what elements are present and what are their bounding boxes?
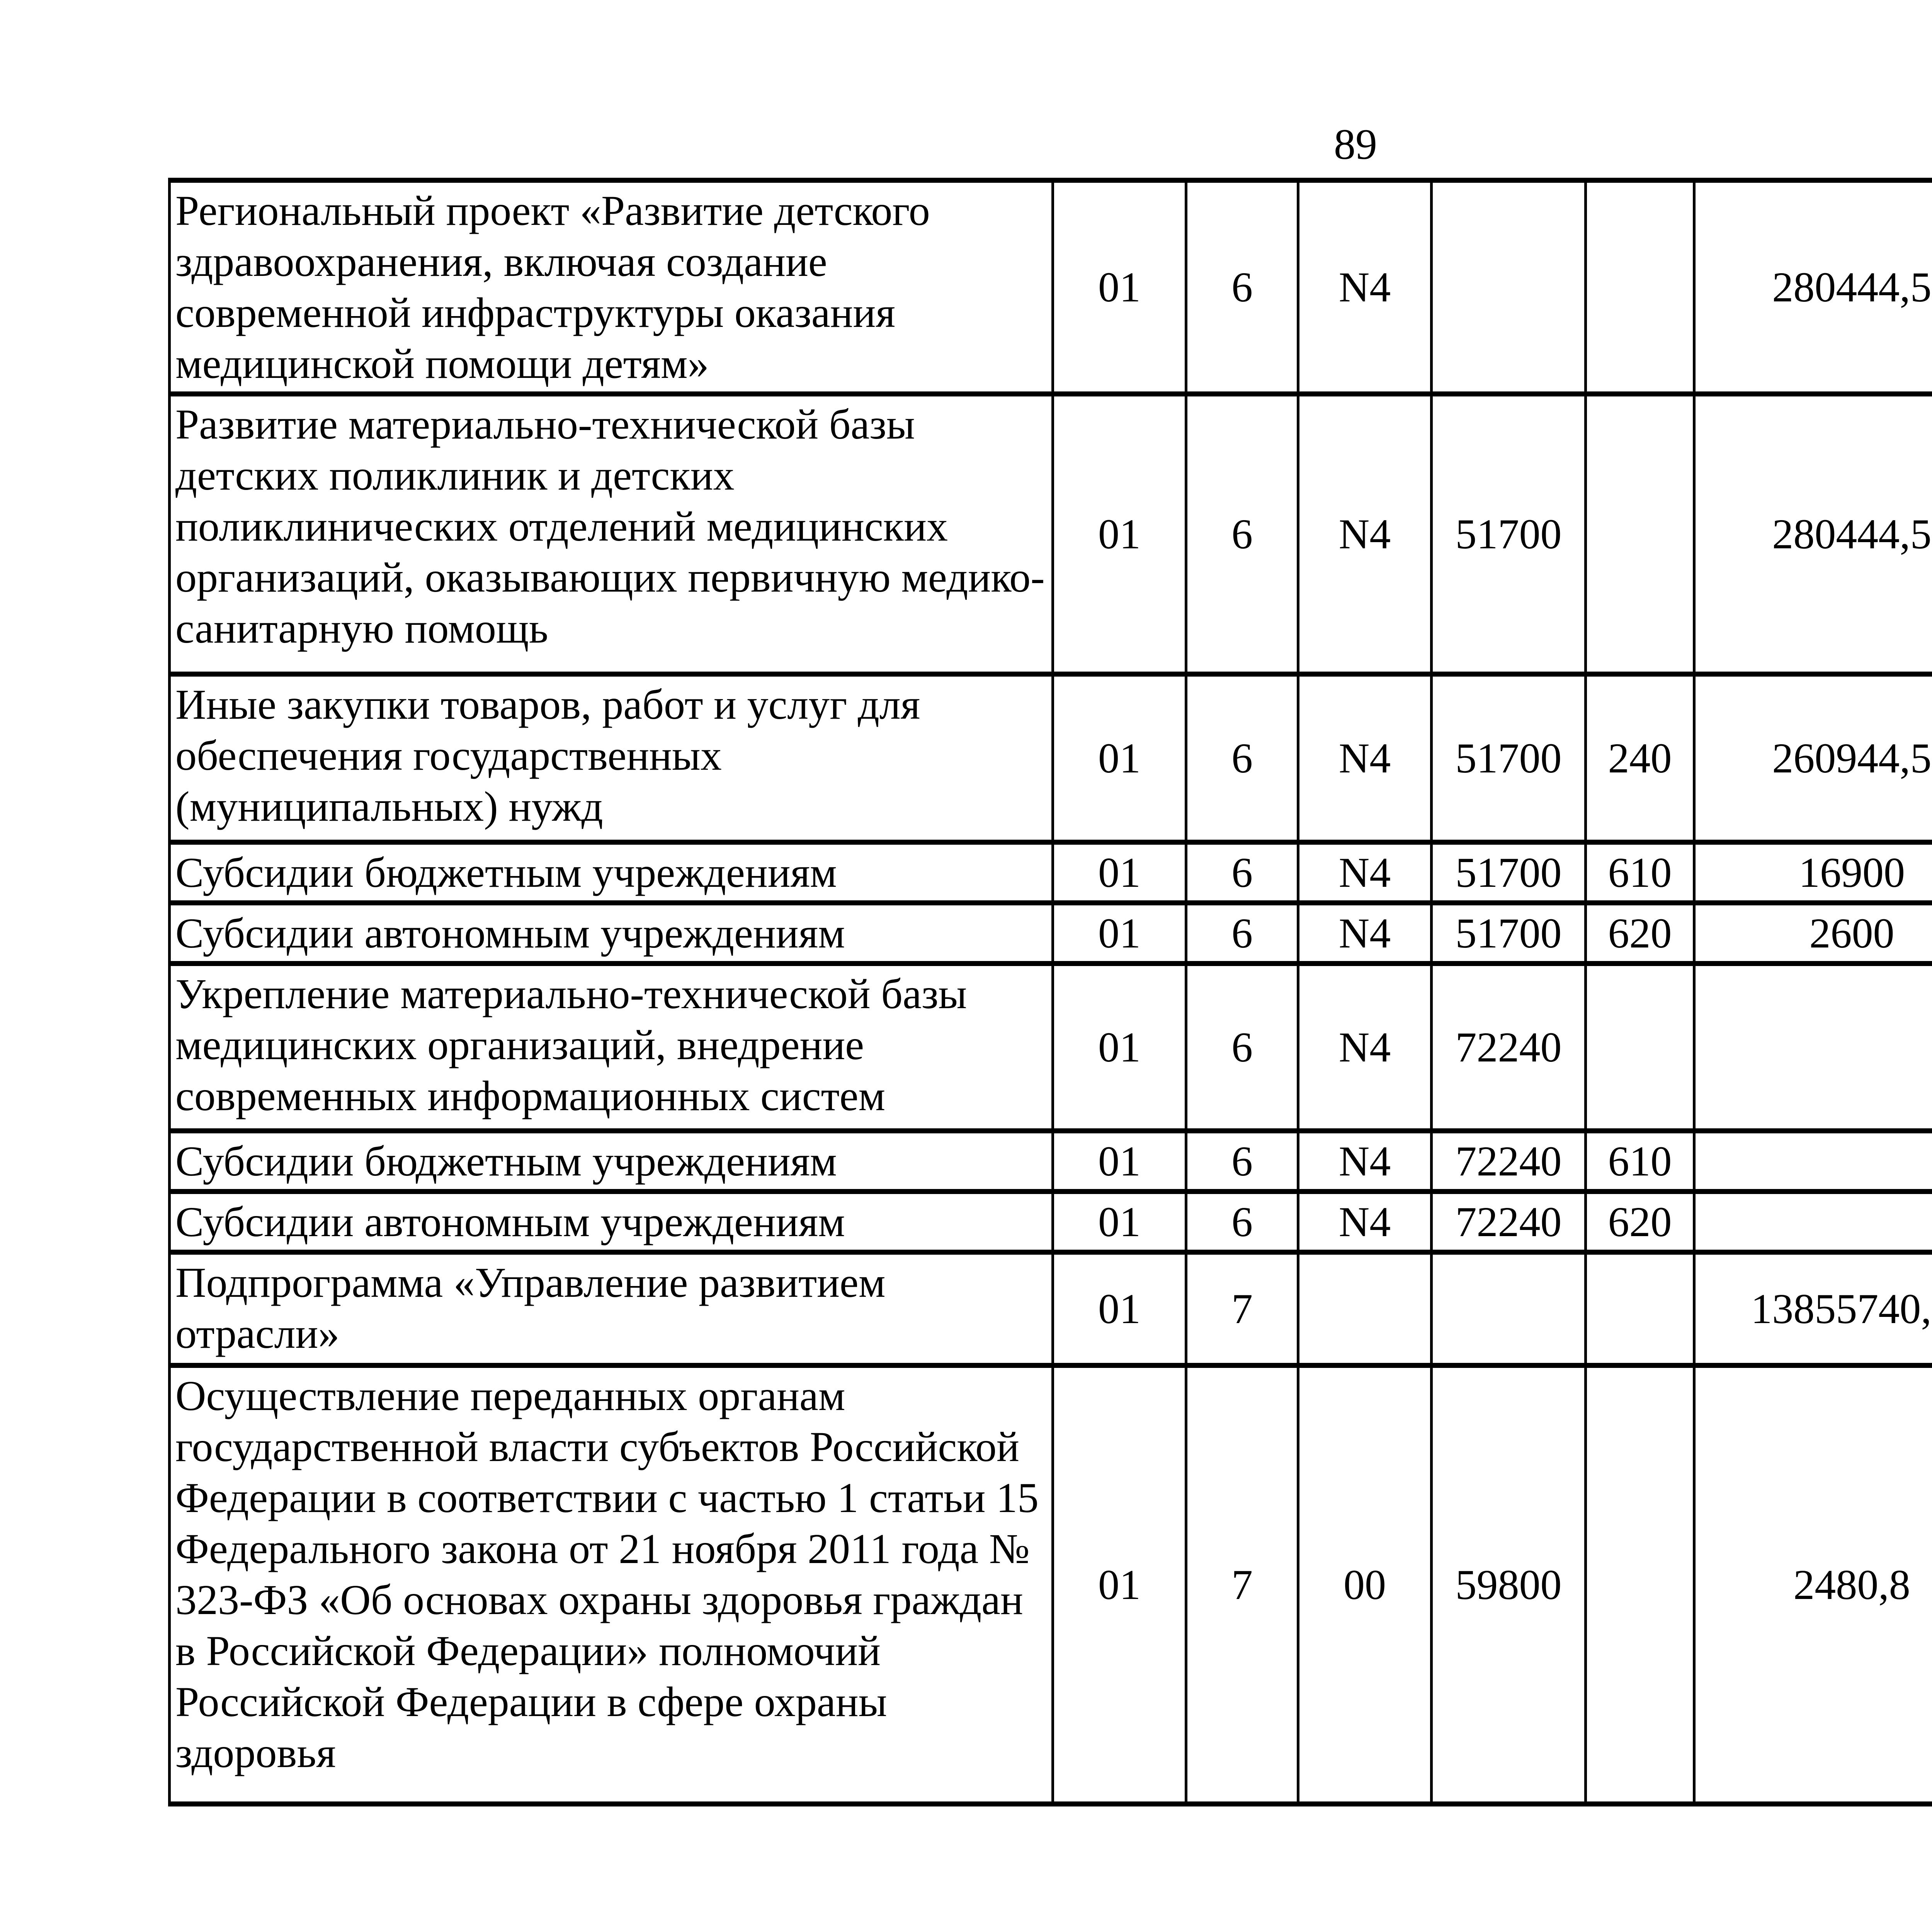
table-row: Осуществление переданных органам государ… — [168, 1363, 1932, 1806]
value-cell — [1584, 961, 1696, 1133]
value-cell: 72240 — [1430, 1189, 1587, 1255]
value-cell: 01 — [1051, 1189, 1187, 1255]
value-cell: N4 — [1297, 840, 1433, 905]
value-cell: 01 — [1051, 1250, 1187, 1368]
activity-name-cell: Развитие материально-технической базы де… — [168, 391, 1054, 677]
value-cell: N4 — [1297, 961, 1433, 1133]
value-cell — [1430, 1250, 1587, 1368]
value-cell — [1693, 961, 1932, 1133]
value-cell: 6 — [1185, 391, 1299, 677]
value-cell: 2480,8 — [1693, 1363, 1932, 1806]
value-cell: 72240 — [1430, 961, 1587, 1133]
value-cell: N4 — [1297, 1128, 1433, 1194]
value-cell: 7 — [1185, 1250, 1299, 1368]
activity-name-cell: Субсидии автономным учреждениям — [168, 900, 1054, 966]
value-cell: 280444,5 — [1693, 391, 1932, 677]
value-cell: N4 — [1297, 178, 1433, 396]
table-row: Субсидии бюджетным учреждениям 01 6 N4 51700… — [168, 840, 1932, 905]
activity-name-cell: Субсидии бюджетным учреждениям — [168, 840, 1054, 905]
value-cell: 6 — [1185, 900, 1299, 966]
value-cell: 59800 — [1430, 1363, 1587, 1806]
value-cell: N4 — [1297, 672, 1433, 845]
value-cell: 260944,5 — [1693, 672, 1932, 845]
table-row: Субсидии автономным учреждениям 01 6 N4 7224… — [168, 1189, 1932, 1255]
value-cell: 51700 — [1430, 840, 1587, 905]
value-cell: 16900 — [1693, 840, 1932, 905]
table-row: Развитие материально-технической базы де… — [168, 391, 1932, 677]
value-cell: 01 — [1051, 1128, 1187, 1194]
value-cell — [1297, 1250, 1433, 1368]
value-cell: 240 — [1584, 672, 1696, 845]
activity-name-cell: Осуществление переданных органам государ… — [168, 1363, 1054, 1806]
value-cell — [1430, 178, 1587, 396]
value-cell: 610 — [1584, 1128, 1696, 1194]
value-cell: 51700 — [1430, 672, 1587, 845]
value-cell: 6 — [1185, 178, 1299, 396]
activity-name-cell: Подпрограмма «Управление развитием отрас… — [168, 1250, 1054, 1368]
table-row: Региональный проект «Развитие детского з… — [168, 178, 1932, 396]
activity-name-cell: Региональный проект «Развитие детского з… — [168, 178, 1054, 396]
value-cell: 01 — [1051, 178, 1187, 396]
value-cell: 01 — [1051, 840, 1187, 905]
activity-name-cell: Субсидии автономным учреждениям — [168, 1189, 1054, 1255]
budget-table: Региональный проект «Развитие детского з… — [168, 178, 1932, 1806]
value-cell: 01 — [1051, 1363, 1187, 1806]
value-cell: 01 — [1051, 961, 1187, 1133]
value-cell: 2600 — [1693, 900, 1932, 966]
value-cell: 610 — [1584, 840, 1696, 905]
value-cell — [1584, 1363, 1696, 1806]
value-cell: 01 — [1051, 900, 1187, 966]
value-cell: 6 — [1185, 840, 1299, 905]
value-cell: 51700 — [1430, 391, 1587, 677]
value-cell — [1693, 1189, 1932, 1255]
value-cell: 280444,5 — [1693, 178, 1932, 396]
value-cell: 01 — [1051, 391, 1187, 677]
value-cell: 620 — [1584, 900, 1696, 966]
value-cell — [1584, 391, 1696, 677]
value-cell — [1584, 178, 1696, 396]
budget-table-body: Региональный проект «Развитие детского з… — [168, 178, 1932, 1806]
activity-name-cell: Субсидии бюджетным учреждениям — [168, 1128, 1054, 1194]
value-cell — [1693, 1128, 1932, 1194]
table-row: Укрепление материально-технической базы … — [168, 961, 1932, 1133]
value-cell: N4 — [1297, 391, 1433, 677]
value-cell: 6 — [1185, 1128, 1299, 1194]
value-cell — [1584, 1250, 1696, 1368]
table-row: Субсидии бюджетным учреждениям 01 6 N4 72240… — [168, 1128, 1932, 1194]
table-row: Субсидии автономным учреждениям 01 6 N4 5170… — [168, 900, 1932, 966]
value-cell: 13855740,8 — [1693, 1250, 1932, 1368]
value-cell: N4 — [1297, 1189, 1433, 1255]
value-cell: 7 — [1185, 1363, 1299, 1806]
value-cell: N4 — [1297, 900, 1433, 966]
value-cell: 620 — [1584, 1189, 1696, 1255]
value-cell: 51700 — [1430, 900, 1587, 966]
value-cell: 6 — [1185, 1189, 1299, 1255]
activity-name-cell: Иные закупки товаров, работ и услуг для … — [168, 672, 1054, 845]
table-row: Иные закупки товаров, работ и услуг для … — [168, 672, 1932, 845]
value-cell: 6 — [1185, 961, 1299, 1133]
value-cell: 01 — [1051, 672, 1187, 845]
value-cell: 00 — [1297, 1363, 1433, 1806]
activity-name-cell: Укрепление материально-технической базы … — [168, 961, 1054, 1133]
page-number: 89 — [1334, 121, 1377, 168]
value-cell: 6 — [1185, 672, 1299, 845]
table-row: Подпрограмма «Управление развитием отрас… — [168, 1250, 1932, 1368]
value-cell: 72240 — [1430, 1128, 1587, 1194]
